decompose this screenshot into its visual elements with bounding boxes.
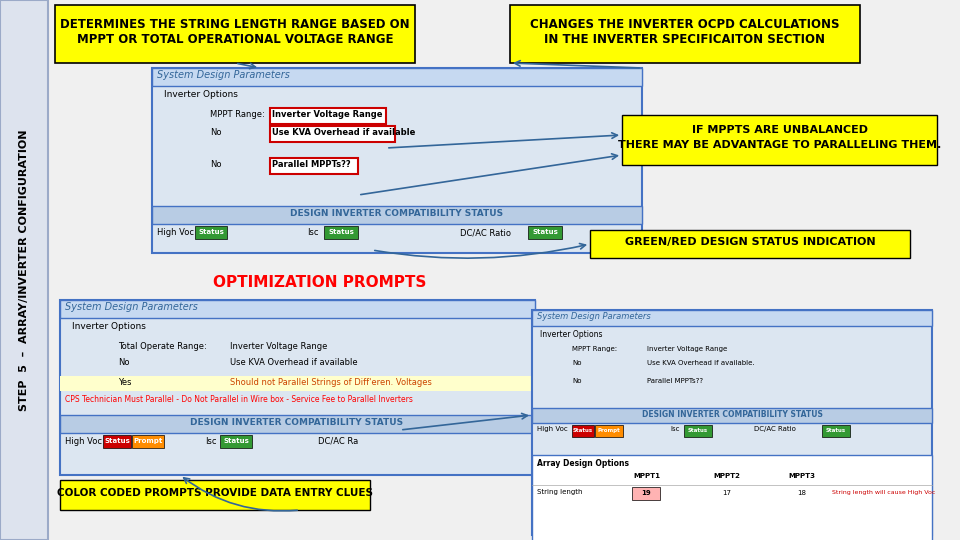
Text: IN THE INVERTER SPECIFICAITON SECTION: IN THE INVERTER SPECIFICAITON SECTION xyxy=(544,33,826,46)
FancyBboxPatch shape xyxy=(103,435,131,448)
Text: Total Operate Range:: Total Operate Range: xyxy=(118,342,206,351)
Text: OPTIMIZATION PROMPTS: OPTIMIZATION PROMPTS xyxy=(213,275,426,290)
Text: 18: 18 xyxy=(798,490,806,496)
Text: STEP  5  –  ARRAY/INVERTER CONFIGURATION: STEP 5 – ARRAY/INVERTER CONFIGURATION xyxy=(19,129,29,411)
Text: GREEN/RED DESIGN STATUS INDICATION: GREEN/RED DESIGN STATUS INDICATION xyxy=(625,237,876,247)
Text: Status: Status xyxy=(223,438,249,444)
Text: MPPT2: MPPT2 xyxy=(713,473,740,479)
Text: Isc: Isc xyxy=(670,426,680,432)
Text: Use KVA Overhead if available.: Use KVA Overhead if available. xyxy=(647,360,755,366)
Text: CHANGES THE INVERTER OCPD CALCULATIONS: CHANGES THE INVERTER OCPD CALCULATIONS xyxy=(530,18,840,31)
Text: No: No xyxy=(572,360,582,366)
Text: No: No xyxy=(118,358,130,367)
FancyBboxPatch shape xyxy=(270,126,395,142)
Text: System Design Parameters: System Design Parameters xyxy=(157,70,290,80)
Text: High Voc: High Voc xyxy=(65,437,102,446)
Text: Inverter Options: Inverter Options xyxy=(164,90,238,99)
FancyBboxPatch shape xyxy=(532,408,932,423)
FancyBboxPatch shape xyxy=(152,206,642,224)
FancyBboxPatch shape xyxy=(0,0,48,540)
Text: Inverter Options: Inverter Options xyxy=(540,330,603,339)
Text: Use KVA Overhead if available: Use KVA Overhead if available xyxy=(272,128,416,137)
Text: Parallel MPPTs??: Parallel MPPTs?? xyxy=(647,378,703,384)
FancyBboxPatch shape xyxy=(195,226,227,239)
Text: DC/AC Ra: DC/AC Ra xyxy=(318,437,358,446)
FancyBboxPatch shape xyxy=(324,226,358,239)
Text: Use KVA Overhead if available: Use KVA Overhead if available xyxy=(230,358,358,367)
FancyBboxPatch shape xyxy=(132,435,164,448)
Text: Inverter Voltage Range: Inverter Voltage Range xyxy=(230,342,327,351)
FancyBboxPatch shape xyxy=(270,108,386,124)
Text: MPPT3: MPPT3 xyxy=(788,473,815,479)
FancyBboxPatch shape xyxy=(595,425,623,437)
Text: No: No xyxy=(210,160,222,169)
Text: MPPT Range:: MPPT Range: xyxy=(210,110,265,119)
FancyBboxPatch shape xyxy=(572,425,594,437)
Text: Yes: Yes xyxy=(118,378,132,387)
FancyBboxPatch shape xyxy=(152,68,642,253)
FancyBboxPatch shape xyxy=(60,415,535,433)
Text: MPPT1: MPPT1 xyxy=(634,473,660,479)
Text: No: No xyxy=(210,128,222,137)
Text: IF MPPTS ARE UNBALANCED: IF MPPTS ARE UNBALANCED xyxy=(692,125,868,135)
FancyBboxPatch shape xyxy=(60,376,535,391)
Text: Status: Status xyxy=(328,229,354,235)
FancyBboxPatch shape xyxy=(532,310,932,326)
Text: High Voc: High Voc xyxy=(537,426,567,432)
Text: DC/AC Ratio: DC/AC Ratio xyxy=(754,426,796,432)
Text: Parallel MPPTs??: Parallel MPPTs?? xyxy=(272,160,350,169)
Text: DETERMINES THE STRING LENGTH RANGE BASED ON: DETERMINES THE STRING LENGTH RANGE BASED… xyxy=(60,18,410,31)
Text: Status: Status xyxy=(573,428,593,433)
Text: Inverter Voltage Range: Inverter Voltage Range xyxy=(272,110,382,119)
FancyBboxPatch shape xyxy=(60,300,535,318)
Text: Isc: Isc xyxy=(307,228,319,237)
Text: Status: Status xyxy=(826,428,846,433)
Text: CPS Technician Must Parallel - Do Not Parallel in Wire box - Service Fee to Para: CPS Technician Must Parallel - Do Not Pa… xyxy=(65,395,413,404)
FancyBboxPatch shape xyxy=(510,5,860,63)
Text: Should not Parallel Strings of Diff'eren. Voltages: Should not Parallel Strings of Diff'eren… xyxy=(230,378,432,387)
Text: Status: Status xyxy=(198,229,224,235)
Text: 17: 17 xyxy=(723,490,732,496)
Text: THERE MAY BE ADVANTAGE TO PARALLELING THEM.: THERE MAY BE ADVANTAGE TO PARALLELING TH… xyxy=(618,140,942,150)
Text: Array Design Options: Array Design Options xyxy=(537,459,629,468)
FancyBboxPatch shape xyxy=(822,425,850,437)
Text: Prompt: Prompt xyxy=(598,428,620,433)
Text: DESIGN INVERTER COMPATIBILITY STATUS: DESIGN INVERTER COMPATIBILITY STATUS xyxy=(291,209,504,218)
FancyBboxPatch shape xyxy=(220,435,252,448)
Text: String length will cause High Voc: String length will cause High Voc xyxy=(832,490,935,495)
Text: Status: Status xyxy=(688,428,708,433)
Text: Status: Status xyxy=(532,229,558,235)
FancyBboxPatch shape xyxy=(270,158,358,174)
Text: MPPT OR TOTAL OPERATIONAL VOLTAGE RANGE: MPPT OR TOTAL OPERATIONAL VOLTAGE RANGE xyxy=(77,33,394,46)
FancyBboxPatch shape xyxy=(590,230,910,258)
Text: DESIGN INVERTER COMPATIBILITY STATUS: DESIGN INVERTER COMPATIBILITY STATUS xyxy=(190,418,403,427)
FancyBboxPatch shape xyxy=(60,300,535,475)
Text: No: No xyxy=(572,378,582,384)
Text: High Voc: High Voc xyxy=(157,228,194,237)
Text: Inverter Voltage Range: Inverter Voltage Range xyxy=(647,346,728,352)
FancyBboxPatch shape xyxy=(60,480,370,510)
FancyBboxPatch shape xyxy=(532,455,932,540)
Text: String length: String length xyxy=(537,489,583,495)
Text: DESIGN INVERTER COMPATIBILITY STATUS: DESIGN INVERTER COMPATIBILITY STATUS xyxy=(641,410,823,419)
Text: DC/AC Ratio: DC/AC Ratio xyxy=(460,228,511,237)
FancyBboxPatch shape xyxy=(622,115,937,165)
FancyBboxPatch shape xyxy=(632,487,660,500)
Text: Isc: Isc xyxy=(205,437,217,446)
Text: Status: Status xyxy=(104,438,130,444)
Text: COLOR CODED PROMPTS PROVIDE DATA ENTRY CLUES: COLOR CODED PROMPTS PROVIDE DATA ENTRY C… xyxy=(57,488,373,498)
Text: MPPT Range:: MPPT Range: xyxy=(572,346,617,352)
FancyBboxPatch shape xyxy=(532,310,932,535)
FancyBboxPatch shape xyxy=(528,226,562,239)
FancyBboxPatch shape xyxy=(55,5,415,63)
FancyBboxPatch shape xyxy=(152,68,642,86)
Text: 19: 19 xyxy=(641,490,651,496)
Text: System Design Parameters: System Design Parameters xyxy=(537,312,651,321)
Text: Prompt: Prompt xyxy=(133,438,162,444)
FancyBboxPatch shape xyxy=(684,425,712,437)
Text: Inverter Options: Inverter Options xyxy=(72,322,146,331)
Text: System Design Parameters: System Design Parameters xyxy=(65,302,198,312)
